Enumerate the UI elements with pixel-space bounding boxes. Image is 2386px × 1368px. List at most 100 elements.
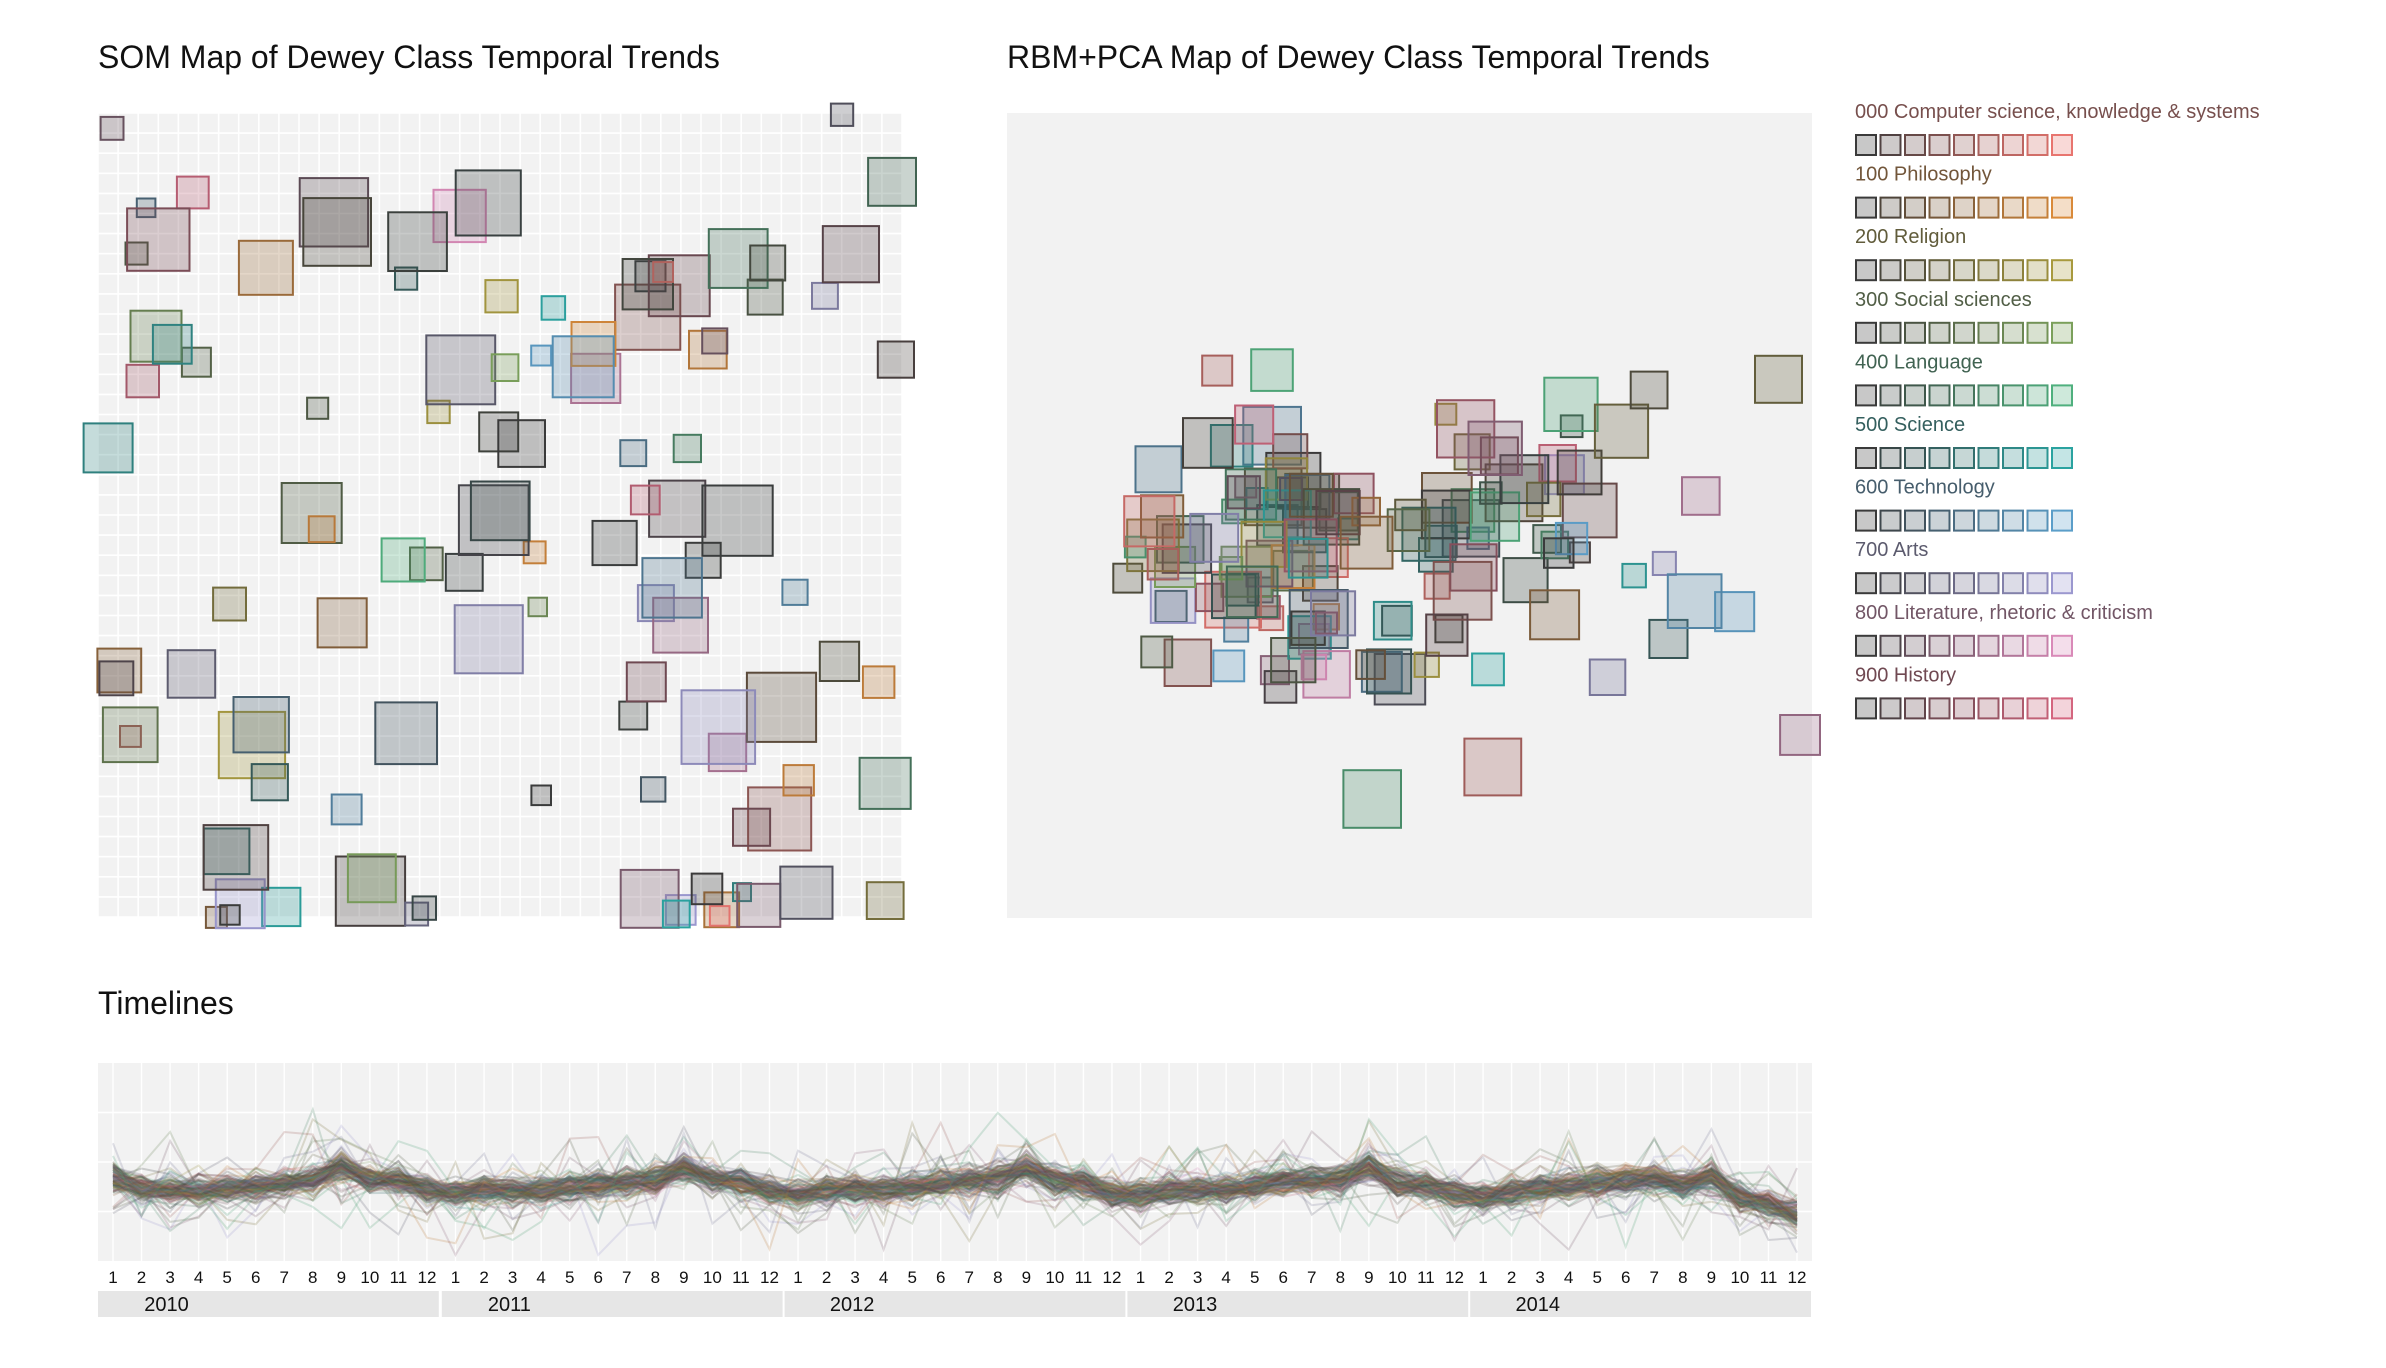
year-strip-cell (441, 1291, 783, 1317)
month-tick-label: 11 (1760, 1268, 1778, 1287)
timeline-series-100 (112, 1150, 1798, 1213)
legend-swatch-900 (1953, 697, 1975, 720)
rbm-pca-point-700 (1588, 658, 1627, 696)
month-tick-label: 3 (1193, 1268, 1202, 1287)
year-strip-cell (98, 1291, 439, 1317)
rbm-pca-point-000 (1432, 560, 1493, 621)
rbm-pca-point-500 (1211, 573, 1257, 620)
rbm-pca-point-800 (1779, 714, 1821, 756)
timeline-series-800 (112, 1166, 1798, 1235)
timeline-series-100 (112, 1157, 1798, 1207)
timeline-series-100 (112, 1157, 1798, 1232)
som-node-square-500 (661, 899, 691, 929)
som-node-square-100 (861, 665, 896, 699)
som-node-square-600 (781, 578, 809, 606)
month-tick-label: 12 (1445, 1268, 1464, 1287)
month-tick-label: 2 (137, 1268, 146, 1287)
month-tick-label: 6 (1279, 1268, 1288, 1287)
legend-swatch-600 (2002, 509, 2024, 532)
som-node-square-900 (625, 661, 667, 703)
som-node-square-800 (432, 188, 487, 244)
rbm-pca-point-600 (1666, 573, 1723, 629)
legend-swatch-400 (1855, 384, 1877, 407)
rbm-pca-point-600 (1134, 445, 1183, 494)
rbm-pca-point-500 (1424, 524, 1458, 559)
legend-swatch-300 (1879, 321, 1902, 344)
legend-swatch-500 (1904, 447, 1926, 469)
legend-swatch-500 (1928, 447, 1951, 469)
timeline-series-300 (112, 1128, 1798, 1242)
som-node-square-500 (540, 295, 567, 321)
som-node-square-300 (280, 482, 343, 544)
rbm-pca-point-400 (1469, 491, 1521, 542)
month-tick-label: 11 (732, 1268, 750, 1287)
rbm-pca-point-500 (1471, 652, 1505, 687)
month-tick-label: 6 (936, 1268, 945, 1287)
timeline-series-400 (112, 1153, 1798, 1225)
som-map-grid (97, 112, 903, 918)
som-node-square-700 (425, 334, 497, 406)
rbm-pca-point-800 (1226, 475, 1261, 510)
timeline-series-200 (112, 1146, 1798, 1213)
rbm-pca-point-000 (1561, 482, 1618, 539)
timeline-series-500 (112, 1159, 1798, 1209)
legend-swatch-400 (1977, 384, 2000, 407)
rbm-pca-point-100 (1355, 649, 1386, 680)
legend-swatch-400 (1953, 384, 1975, 407)
som-node-square-800 (570, 352, 622, 404)
rbm-pca-point-200 (1434, 402, 1458, 426)
som-node-square-400 (707, 228, 769, 289)
timeline-series-200 (112, 1159, 1798, 1210)
timeline-series-300 (112, 1160, 1798, 1236)
rbm-pca-point-200 (1593, 403, 1650, 459)
legend-swatch-900 (1904, 697, 1926, 720)
legend-label-700: 700 Arts (1855, 539, 1928, 561)
timeline-series-700 (112, 1126, 1798, 1254)
timeline-series-900 (112, 1148, 1798, 1212)
month-tick-label: 2 (822, 1268, 831, 1287)
year-label: 2013 (1173, 1294, 1218, 1316)
month-tick-label: 8 (308, 1268, 317, 1287)
timeline-series-800 (112, 1157, 1798, 1218)
legend-swatch-900 (2051, 697, 2073, 720)
som-node-square-600 (551, 335, 615, 399)
timeline-series-100 (112, 1157, 1798, 1227)
legend-swatch-400 (2026, 384, 2049, 407)
rbm-pca-point-800 (1467, 420, 1523, 477)
legend-swatch-800 (1977, 634, 2000, 657)
som-node-square-200 (818, 640, 861, 683)
timeline-series-100 (112, 1155, 1798, 1215)
timeline-series-800 (112, 1160, 1798, 1217)
month-tick-label: 5 (1592, 1268, 1601, 1287)
month-tick-label: 11 (1075, 1268, 1093, 1287)
som-node-square-400 (672, 433, 703, 464)
month-tick-label: 5 (1250, 1268, 1259, 1287)
timelines-series (112, 1106, 1798, 1258)
rbm-pca-map-title: RBM+PCA Map of Dewey Class Temporal Tren… (1007, 39, 1710, 75)
timeline-series-200 (112, 1159, 1798, 1219)
timeline-series-800 (112, 1155, 1798, 1212)
timeline-series-800 (112, 1157, 1798, 1228)
month-tick-label: 10 (703, 1268, 722, 1287)
timeline-series-400 (112, 1161, 1798, 1224)
rbm-pca-point-900 (1425, 613, 1469, 657)
som-node-square-100 (316, 597, 368, 649)
month-tick-label: 1 (451, 1268, 460, 1287)
rbm-pca-point-100 (1529, 589, 1581, 641)
month-tick-label: 7 (622, 1268, 631, 1287)
rbm-pca-point-400 (1543, 376, 1599, 433)
legend-swatch-600 (1904, 509, 1926, 532)
legend-swatch-700 (2026, 572, 2049, 595)
som-node-square-200 (212, 586, 248, 622)
timeline-series-400 (112, 1162, 1798, 1214)
legend-label-400: 400 Language (1855, 351, 1983, 373)
timeline-series-500 (112, 1159, 1798, 1223)
som-node-square-500 (469, 480, 531, 542)
timeline-series-000 (112, 1161, 1798, 1217)
legend-swatch-100 (1879, 196, 1902, 219)
som-node-square-500 (701, 484, 774, 557)
timeline-series-400 (112, 1156, 1798, 1222)
month-tick-label: 9 (337, 1268, 346, 1287)
som-node-square-300 (346, 853, 397, 904)
som-node-square-400 (867, 156, 917, 207)
